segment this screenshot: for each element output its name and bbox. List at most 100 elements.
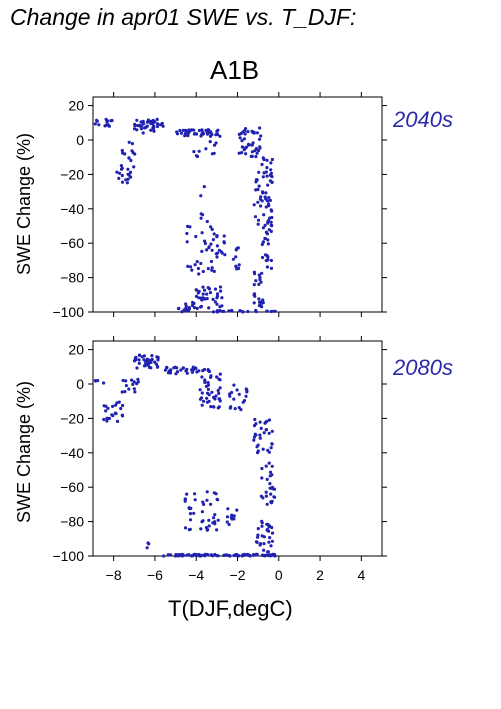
data-point xyxy=(215,244,219,248)
data-point xyxy=(220,296,224,300)
data-point xyxy=(269,161,273,165)
data-point xyxy=(235,388,239,392)
y-tick-label: −20 xyxy=(60,166,84,182)
data-point xyxy=(261,298,265,302)
data-point xyxy=(267,228,271,232)
data-point xyxy=(212,516,216,520)
data-point xyxy=(259,134,263,138)
data-point xyxy=(206,267,210,271)
data-point xyxy=(253,149,257,153)
data-point xyxy=(260,255,265,260)
figure-title: Change in apr01 SWE vs. T_DJF: xyxy=(10,4,357,30)
data-point xyxy=(212,405,216,409)
data-point xyxy=(205,396,209,400)
data-point xyxy=(256,527,260,531)
data-point xyxy=(268,474,272,478)
data-point xyxy=(198,388,202,392)
data-point xyxy=(228,554,232,558)
data-point xyxy=(121,403,125,408)
x-axis-label: T(DJF,degC) xyxy=(168,596,293,621)
data-point xyxy=(240,139,244,143)
data-point xyxy=(258,197,262,201)
data-point xyxy=(139,120,143,124)
data-point xyxy=(265,477,269,481)
data-point xyxy=(179,368,183,372)
data-point xyxy=(206,528,210,532)
data-point xyxy=(199,212,203,216)
data-point xyxy=(250,150,254,154)
data-point xyxy=(234,255,238,259)
data-point xyxy=(206,368,210,372)
data-point xyxy=(254,180,258,184)
data-point xyxy=(234,264,238,268)
y-tick-label: −60 xyxy=(60,479,84,495)
data-point xyxy=(233,553,237,557)
data-point xyxy=(169,553,173,557)
panel-label-2080s: 2080s xyxy=(393,355,453,380)
data-point xyxy=(259,195,263,199)
data-point xyxy=(192,511,196,515)
data-point xyxy=(132,127,137,131)
data-point xyxy=(133,122,137,126)
data-point xyxy=(246,130,250,134)
data-point xyxy=(229,405,233,409)
data-point xyxy=(188,225,192,229)
data-point xyxy=(257,300,262,304)
data-point xyxy=(262,171,266,175)
data-point xyxy=(213,300,217,304)
x-tick-label: −8 xyxy=(106,567,122,583)
data-point xyxy=(192,306,197,310)
data-point xyxy=(128,170,133,174)
data-point xyxy=(137,361,141,365)
data-point xyxy=(205,552,209,557)
data-point xyxy=(196,266,200,271)
data-point xyxy=(123,390,127,394)
data-point xyxy=(266,219,271,223)
data-point xyxy=(180,310,184,314)
data-point xyxy=(194,288,199,292)
data-point xyxy=(252,292,257,296)
data-point xyxy=(124,384,128,388)
data-point xyxy=(215,255,219,259)
data-point xyxy=(199,305,203,309)
data-point xyxy=(260,521,264,525)
data-point xyxy=(218,134,222,138)
data-point xyxy=(230,513,234,517)
data-point xyxy=(181,553,185,557)
data-point xyxy=(253,215,258,219)
y-tick-label: −80 xyxy=(60,270,84,286)
data-point xyxy=(199,527,203,531)
data-point xyxy=(209,259,214,264)
data-point xyxy=(195,154,200,159)
data-point xyxy=(210,268,214,272)
data-point xyxy=(199,216,203,220)
data-point xyxy=(193,263,197,267)
data-point xyxy=(213,520,217,524)
data-point xyxy=(202,399,206,403)
data-point xyxy=(212,232,216,236)
data-point xyxy=(199,134,203,138)
data-point xyxy=(147,542,151,546)
data-point xyxy=(129,158,133,163)
data-point xyxy=(218,399,222,403)
data-point xyxy=(256,443,260,447)
data-point xyxy=(266,448,270,452)
data-point xyxy=(207,518,211,522)
data-point xyxy=(270,531,275,535)
data-point xyxy=(269,266,274,270)
data-point xyxy=(190,370,194,374)
data-point xyxy=(195,260,199,264)
data-point xyxy=(264,205,268,209)
data-point xyxy=(110,118,114,123)
y-tick-label: 0 xyxy=(76,132,84,148)
data-point xyxy=(218,372,222,376)
data-point xyxy=(246,143,250,147)
data-point xyxy=(262,431,266,435)
data-point xyxy=(145,361,149,365)
data-point xyxy=(267,461,271,465)
data-point xyxy=(271,552,275,557)
data-point xyxy=(205,248,209,252)
data-point xyxy=(268,482,272,486)
data-point xyxy=(199,296,203,300)
data-point xyxy=(140,355,144,359)
